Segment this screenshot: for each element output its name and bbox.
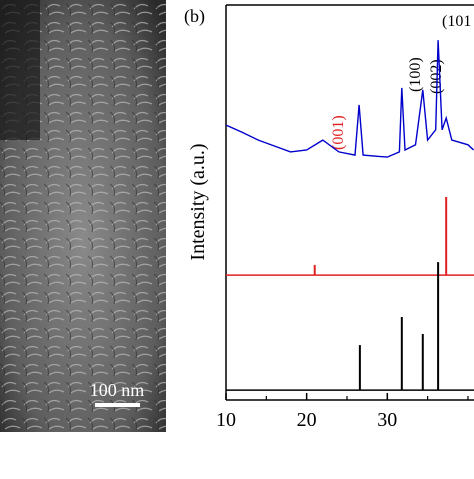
peak-label: (100) xyxy=(407,57,424,92)
scale-bar-label: 100 nm xyxy=(90,380,145,400)
xrd-pattern xyxy=(225,40,474,158)
xrd-plot: (b) Intensity (a.u.) (001) (100) (002) (… xyxy=(184,4,474,431)
panel-label: (b) xyxy=(184,6,205,27)
x-tick-label: 30 xyxy=(377,409,397,431)
y-axis-label: Intensity (a.u.) xyxy=(187,143,209,260)
scale-bar xyxy=(95,403,140,407)
x-tick-label: 10 xyxy=(216,409,236,431)
x-tick-label: 20 xyxy=(297,409,317,431)
peak-label: (001) xyxy=(330,115,347,150)
peak-label: (101 xyxy=(442,13,471,30)
sem-image: 100 nm xyxy=(0,0,166,432)
